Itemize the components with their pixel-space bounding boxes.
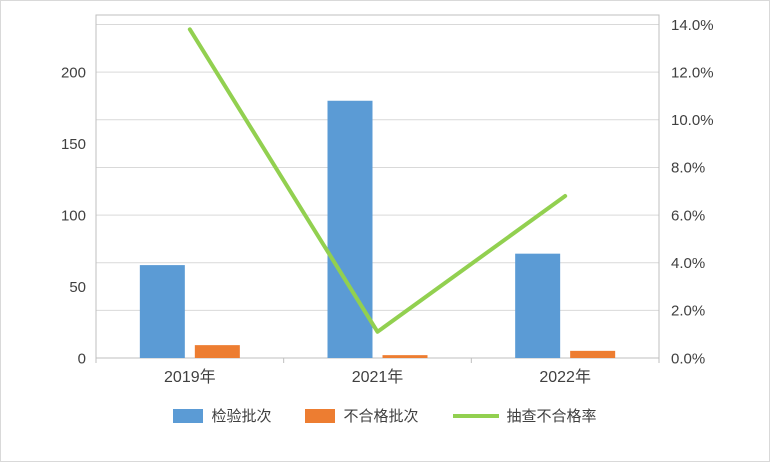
legend-label-unqualified-batches: 不合格批次 bbox=[343, 408, 419, 425]
right-axis-label: 14.0% bbox=[671, 17, 714, 34]
legend-item-unqualified-batches: 不合格批次 bbox=[305, 405, 419, 426]
x-axis-category-label: 2022年 bbox=[539, 368, 591, 386]
chart-canvas: 0 50 100 150 200 0.0% 2.0% 4.0% 6.0% 8.0% 10.0% 12.… bbox=[61, 14, 714, 386]
x-axis-category-label: 2021年 bbox=[352, 368, 404, 386]
legend-swatch-orange-bar bbox=[305, 408, 336, 423]
legend-swatch-blue-bar bbox=[173, 408, 204, 423]
left-axis-label: 50 bbox=[69, 279, 86, 296]
bar-inspection-c1 bbox=[327, 100, 373, 358]
legend-label-inspection-batches: 检验批次 bbox=[211, 408, 272, 425]
right-axis-label: 8.0% bbox=[671, 160, 705, 177]
bar-unqualified-c2 bbox=[570, 350, 616, 358]
right-axis-label: 0.0% bbox=[671, 350, 705, 367]
bar-unqualified-c0 bbox=[194, 345, 240, 358]
line-unqualified-rate bbox=[187, 27, 568, 334]
bar-inspection-c2 bbox=[515, 253, 561, 358]
left-axis-label: 150 bbox=[61, 136, 86, 153]
right-axis-label: 10.0% bbox=[671, 112, 714, 129]
bar-inspection-c0 bbox=[139, 265, 185, 358]
right-axis-label: 4.0% bbox=[671, 255, 705, 272]
legend-item-inspection-batches: 检验批次 bbox=[173, 405, 271, 426]
right-axis-label: 2.0% bbox=[671, 303, 705, 320]
legend-item-unqualified-rate: 抽查不合格率 bbox=[452, 405, 597, 426]
legend-swatch-green-line bbox=[452, 413, 499, 418]
left-axis-label: 0 bbox=[78, 350, 86, 367]
left-axis-label: 200 bbox=[61, 64, 86, 81]
bar-unqualified-c1 bbox=[382, 355, 428, 358]
plot-border bbox=[95, 14, 660, 359]
legend-label-unqualified-rate: 抽查不合格率 bbox=[506, 408, 597, 425]
chart-legend: 检验批次 不合格批次 抽查不合格率 bbox=[1, 405, 769, 426]
right-axis-label: 12.0% bbox=[671, 64, 714, 81]
right-axis-label: 6.0% bbox=[671, 207, 705, 224]
left-axis-label: 100 bbox=[61, 207, 86, 224]
x-axis-category-label: 2019年 bbox=[164, 368, 216, 386]
